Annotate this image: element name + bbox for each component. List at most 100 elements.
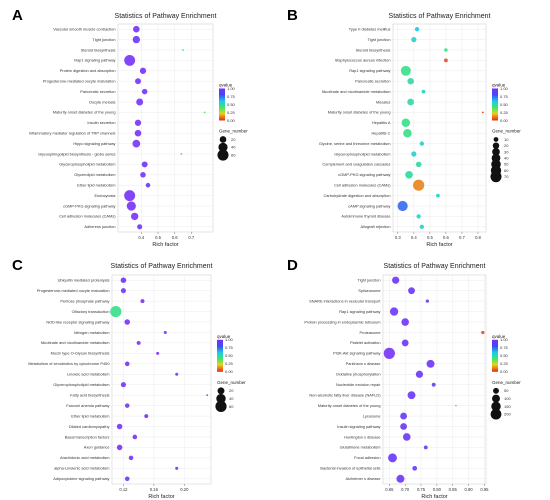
pathway-label: Alzheimer s disease <box>346 476 381 481</box>
size-legend-label: 40 <box>229 396 234 401</box>
data-point <box>413 179 425 191</box>
size-legend-dot <box>215 400 227 412</box>
pathway-label: Adherens junction <box>84 224 115 229</box>
pathway-label: Glycerophospholipid metabolism <box>59 162 115 167</box>
x-tick-label: 0.3 <box>395 235 401 240</box>
pathway-label: alpha-Linolenic acid metabolism <box>54 466 109 471</box>
size-legend-dot <box>216 393 226 404</box>
data-point <box>389 307 399 316</box>
pathway-label: Glycerophospholipid metabolism <box>334 151 390 156</box>
data-point <box>416 214 421 219</box>
data-point <box>116 423 123 430</box>
x-axis-label: Rich factor <box>426 242 452 248</box>
pathway-label: Tight junction <box>358 278 381 283</box>
data-point <box>116 444 123 451</box>
data-point <box>120 277 127 283</box>
data-point <box>145 182 151 188</box>
data-point <box>444 48 448 52</box>
pathway-label: Rap1 signaling pathway <box>74 58 115 63</box>
size-legend-dot <box>492 148 500 156</box>
size-legend-dot <box>493 137 499 142</box>
data-point <box>397 200 408 212</box>
data-point <box>206 394 209 397</box>
pathway-label: Tight junction <box>368 37 391 42</box>
x-tick-label: 0.65 <box>385 487 394 492</box>
pathway-label: Endocytosis <box>95 193 116 198</box>
pathway-label: Dilated cardiomyopathy <box>69 424 110 429</box>
pathway-label: Glycosphingolipid biosynthesis - globo s… <box>38 151 115 156</box>
data-point <box>396 474 405 483</box>
data-point <box>203 111 206 114</box>
pathway-label: Maturity onset diabetes of the young <box>328 110 391 115</box>
data-point <box>481 111 484 114</box>
size-legend-label: 70 <box>504 174 509 179</box>
data-point <box>454 404 457 407</box>
legend-qvalue-title: qvalue <box>492 82 506 87</box>
legend-size-title: Gene_number <box>219 128 248 133</box>
x-tick-label: 0.12 <box>119 487 128 492</box>
pathway-label: Progesterone-mediated oocyte maturation <box>43 79 116 84</box>
x-tick-label: 0.75 <box>417 487 426 492</box>
data-point <box>139 67 147 74</box>
pathway-label: Carbohydrate digestion and absorption <box>323 193 390 198</box>
colorbar-tick-label: 1.00 <box>500 86 509 91</box>
pathway-label: Cell adhesion molecules (CAMs) <box>59 214 116 219</box>
data-point <box>136 98 144 106</box>
x-tick-label: 0.80 <box>433 487 442 492</box>
pathway-label: Lysosome <box>363 413 381 418</box>
x-axis-label: Rich factor <box>152 242 178 248</box>
size-legend-label: 20 <box>504 143 509 148</box>
size-legend-label: 50 <box>504 162 509 167</box>
pathway-label: Rap1 signaling pathway <box>339 309 380 314</box>
data-point <box>388 453 397 463</box>
data-point <box>135 78 141 85</box>
data-point <box>481 330 485 335</box>
data-point <box>403 128 412 138</box>
chart-title: Statistics of Pathway Enrichment <box>389 13 491 20</box>
panel-label: C <box>12 257 23 274</box>
pathway-label: Nucleotide excision repair <box>336 382 381 387</box>
pathway-label: Nitrogen metabolism <box>74 330 110 335</box>
x-tick-label: 0.5 <box>155 235 161 240</box>
pathway-label: Ubiquitin mediated proteolysis <box>58 278 110 283</box>
data-point <box>124 319 131 325</box>
legend-size-title: Gene_number <box>492 380 521 385</box>
colorbar-tick-label: 0.50 <box>500 353 509 358</box>
pathway-label: Rap1 signaling pathway <box>349 68 390 73</box>
pathway-label: cGMP-PKG signaling pathway <box>63 203 115 208</box>
pathway-label: Arachidonic acid metabolism <box>60 455 110 460</box>
chart-title: Statistics of Pathway Enrichment <box>115 13 217 20</box>
data-point <box>414 27 420 32</box>
qvalue-colorbar <box>217 339 223 372</box>
pathway-label: SNARE interactions in vesicular transpor… <box>309 298 381 303</box>
pathway-label: cGMP-PKG signaling pathway <box>338 172 390 177</box>
colorbar-tick-label: 0.25 <box>500 110 509 115</box>
colorbar-tick-label: 0.75 <box>225 345 234 350</box>
colorbar-tick-label: 0.75 <box>227 94 236 99</box>
size-legend-label: 60 <box>229 404 234 409</box>
colorbar-tick-label: 1.00 <box>500 337 509 342</box>
data-point <box>400 412 408 420</box>
legend-size-title: Gene_number <box>217 380 246 385</box>
pathway-label: Olfactory transduction <box>72 309 110 314</box>
pathway-label: Proteasome <box>360 330 381 335</box>
pathway-label: Glycine, serine and threonine metabolism <box>319 141 391 146</box>
chart-title: Statistics of Pathway Enrichment <box>111 263 213 270</box>
size-legend-label: 20 <box>231 137 236 142</box>
data-point <box>163 330 167 334</box>
data-point <box>124 190 136 202</box>
size-legend-dot <box>492 394 500 403</box>
colorbar-tick-label: 0.25 <box>227 110 236 115</box>
size-legend-label: 100 <box>504 396 511 401</box>
colorbar-tick-label: 0.50 <box>500 102 509 107</box>
data-point <box>402 433 411 441</box>
legend-qvalue-title: qvalue <box>219 82 233 87</box>
data-point <box>124 476 130 482</box>
pathway-label: cAMP signaling pathway <box>348 203 390 208</box>
colorbar-tick-label: 0.50 <box>227 102 236 107</box>
data-point <box>133 25 140 33</box>
data-point <box>175 466 179 470</box>
data-point <box>383 347 395 359</box>
pathway-label: Ether lipid metabolism <box>77 183 115 188</box>
x-tick-label: 0.95 <box>480 487 489 492</box>
